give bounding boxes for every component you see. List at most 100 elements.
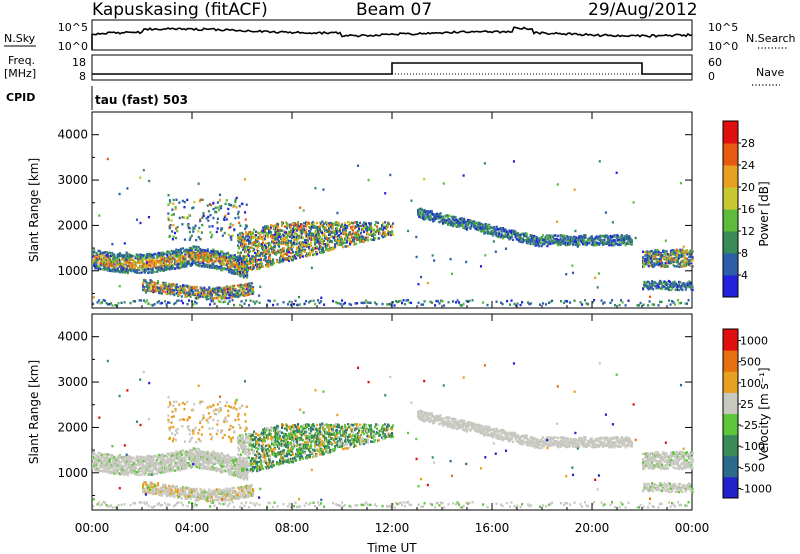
power-pixel <box>243 294 246 297</box>
power-pixel <box>147 289 150 292</box>
power-pixel <box>110 254 113 257</box>
power-pixel <box>623 235 626 238</box>
power-pixel <box>455 225 458 229</box>
power-pixel <box>241 231 244 235</box>
power-pixel <box>680 252 683 255</box>
power-pixel <box>169 255 172 258</box>
power-pixel <box>148 263 151 267</box>
power-pixel <box>173 284 176 287</box>
power-pixel <box>286 252 289 255</box>
power-pixel <box>101 268 104 271</box>
power-pixel <box>316 252 319 256</box>
power-pixel <box>239 253 242 256</box>
power-pixel <box>685 252 688 256</box>
power-pixel <box>341 224 344 227</box>
power-pixel <box>673 284 676 287</box>
power-pixel <box>123 242 126 245</box>
power-pixel <box>240 286 243 289</box>
power-pixel <box>355 242 358 246</box>
power-pixel <box>121 265 124 269</box>
power-pixel <box>220 250 223 253</box>
power-pixel <box>623 237 626 240</box>
power-pixel <box>123 254 126 258</box>
power-pixel <box>573 236 576 239</box>
power-pixel <box>675 286 678 289</box>
power-pixel <box>223 267 226 270</box>
power-pixel <box>321 231 324 235</box>
power-pixel <box>211 253 214 257</box>
power-pixel <box>108 256 111 259</box>
power-pixel <box>477 221 480 225</box>
power-pixel <box>229 257 232 261</box>
power-pixel <box>422 214 425 218</box>
power-pixel <box>224 291 227 294</box>
power-pixel <box>449 223 452 227</box>
power-pixel <box>92 251 95 255</box>
power-pixel <box>243 242 246 245</box>
power-pixel <box>174 250 177 254</box>
power-pixel <box>249 259 252 263</box>
power-pixel <box>214 254 217 258</box>
power-pixel <box>267 263 270 266</box>
power-pixel <box>410 199 413 202</box>
power-pixel <box>267 260 270 264</box>
power-pixel <box>167 218 170 221</box>
power-pixel <box>202 258 205 261</box>
power-pixel <box>432 220 435 223</box>
power-pixel <box>188 254 191 258</box>
power-pixel <box>191 257 194 260</box>
power-pixel <box>479 222 482 225</box>
power-pixel <box>194 262 197 265</box>
frequency-trace <box>92 62 692 75</box>
power-pixel <box>244 244 247 248</box>
power-pixel <box>137 266 140 269</box>
power-pixel <box>353 225 356 228</box>
power-pixel <box>308 247 311 250</box>
power-pixel <box>328 237 331 240</box>
power-pixel <box>309 251 312 255</box>
power-pixel <box>237 257 240 260</box>
power-pixel <box>138 271 141 275</box>
power-pixel <box>146 264 149 268</box>
power-pixel <box>675 260 678 264</box>
power-pixel <box>93 262 96 266</box>
power-pixel <box>193 287 196 291</box>
power-pixel <box>420 208 423 211</box>
power-pixel <box>661 264 664 267</box>
power-pixel <box>197 256 200 259</box>
power-pixel <box>578 242 581 245</box>
power-pixel <box>433 215 436 218</box>
power-pixel <box>352 229 355 232</box>
power-pixel <box>225 259 228 262</box>
power-pixel <box>218 289 221 292</box>
power-pixel <box>192 245 195 248</box>
power-pixel <box>214 257 217 260</box>
power-pixel <box>174 227 178 230</box>
power-pixel <box>529 240 532 244</box>
power-pixel <box>303 245 306 248</box>
power-pixel <box>268 256 271 259</box>
power-pixel <box>155 258 158 261</box>
power-pixel <box>304 250 307 253</box>
power-pixel <box>244 291 247 295</box>
power-pixel <box>676 253 679 256</box>
power-pixel <box>210 256 213 260</box>
power-pixel <box>648 286 651 289</box>
power-pixel <box>121 268 124 272</box>
power-pixel <box>558 239 561 242</box>
power-pixel <box>156 270 159 273</box>
power-pixel <box>193 245 196 248</box>
power-pixel <box>673 280 676 284</box>
power-pixel <box>170 249 173 253</box>
power-pixel <box>269 259 272 262</box>
power-pixel <box>672 263 675 267</box>
power-pixel <box>644 281 647 284</box>
power-pixel <box>209 297 212 300</box>
power-pixel <box>210 265 213 269</box>
power-pixel <box>189 292 192 295</box>
power-pixel <box>590 238 593 241</box>
power-pixel <box>338 234 341 237</box>
power-pixel <box>618 243 621 247</box>
power-pixel <box>445 219 448 222</box>
power-pixel <box>244 268 247 271</box>
